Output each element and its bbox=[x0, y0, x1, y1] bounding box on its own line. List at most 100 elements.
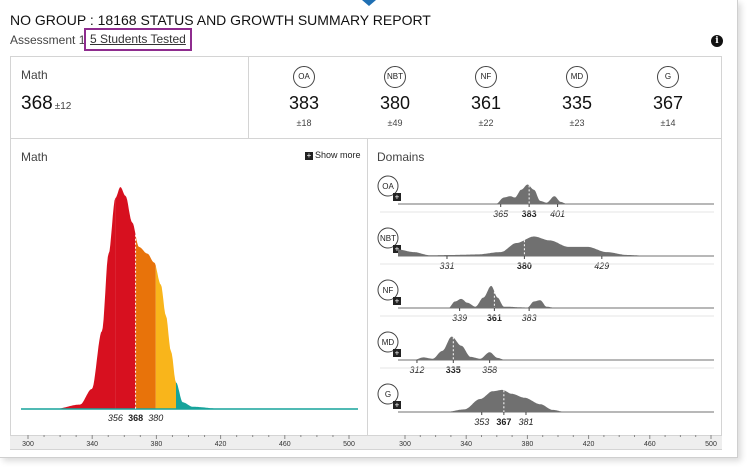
scale-bar bbox=[10, 435, 722, 449]
domains-axis-label: 340 bbox=[460, 441, 472, 448]
domain-score-label: 367 bbox=[496, 417, 511, 427]
domain-badge: G bbox=[657, 66, 679, 88]
domains-chart-label: Domains bbox=[377, 150, 425, 164]
collapse-caret-icon[interactable] bbox=[362, 0, 376, 6]
domain-card-oa[interactable]: OA 383 ±18 bbox=[259, 57, 349, 138]
overall-score: 368 ±12 bbox=[21, 93, 71, 115]
domain-error: ±49 bbox=[387, 118, 403, 128]
domains-axis-label: 420 bbox=[583, 441, 595, 448]
domain-score: 367 bbox=[652, 93, 684, 113]
domain-density-nf bbox=[398, 285, 714, 308]
domain-error: ±18 bbox=[296, 118, 312, 128]
domain-card-nbt[interactable]: NBT 380 ±49 bbox=[350, 57, 440, 138]
domain-score-label: 335 bbox=[446, 365, 461, 375]
domains-axis-label: 300 bbox=[399, 441, 411, 448]
overall-score-card: Math 368 ±12 bbox=[11, 57, 249, 138]
page-title: NO GROUP : 18168 STATUS AND GROWTH SUMMA… bbox=[10, 12, 431, 28]
math-distribution-chart: 356 368 380 bbox=[21, 187, 358, 423]
math-axis-label: 380 bbox=[151, 441, 163, 448]
math-axis-label: 500 bbox=[343, 441, 355, 448]
math-density-band-0 bbox=[21, 198, 116, 409]
domain-score-label: 339 bbox=[452, 313, 467, 323]
expand-icon-plus: + bbox=[395, 401, 400, 410]
domain-score-label: 365 bbox=[493, 209, 509, 219]
expand-icon[interactable] bbox=[393, 297, 401, 305]
domain-chart-badge-label: G bbox=[385, 390, 391, 399]
expand-icon-plus: + bbox=[395, 349, 400, 358]
math-density-band-2 bbox=[135, 234, 156, 409]
expand-icon-plus: + bbox=[395, 245, 400, 254]
domain-score: 380 bbox=[379, 93, 411, 113]
domain-chart-badge-label: NF bbox=[383, 286, 394, 295]
math-marker-label: 380 bbox=[148, 413, 163, 423]
domains-axis-label: 500 bbox=[705, 441, 717, 448]
show-more-button[interactable]: + Show more bbox=[305, 150, 361, 160]
overall-subject-label: Math bbox=[21, 68, 48, 82]
domain-chart-badge[interactable] bbox=[377, 331, 399, 353]
domain-error: ±22 bbox=[478, 118, 494, 128]
domain-badge: OA bbox=[293, 66, 315, 88]
assessment-label: Assessment 1 bbox=[10, 33, 86, 47]
expand-icon[interactable] bbox=[393, 401, 401, 409]
domain-density-md bbox=[398, 336, 714, 360]
expand-icon-plus: + bbox=[395, 297, 400, 306]
domain-score: 361 bbox=[470, 93, 502, 113]
math-marker-label: 356 bbox=[108, 413, 123, 423]
domain-score-label: 401 bbox=[550, 209, 565, 219]
domains-axis-label: 460 bbox=[644, 441, 656, 448]
domain-chart-badge[interactable] bbox=[377, 175, 399, 197]
domain-score-label: 353 bbox=[474, 417, 489, 427]
domain-chart-badge-label: MD bbox=[382, 338, 395, 347]
domain-score-label: 383 bbox=[522, 209, 537, 219]
math-axis-label: 460 bbox=[279, 441, 291, 448]
domain-chart-badge[interactable] bbox=[377, 279, 399, 301]
overall-score-value: 368 bbox=[21, 93, 53, 114]
math-density-band-1 bbox=[115, 187, 136, 409]
overall-score-error: ±12 bbox=[54, 101, 72, 112]
domain-card-nf[interactable]: NF 361 ±22 bbox=[441, 57, 531, 138]
expand-icon[interactable] bbox=[393, 245, 401, 253]
show-more-label: Show more bbox=[315, 150, 361, 160]
domain-score-label: 381 bbox=[518, 417, 533, 427]
domain-chart-badge[interactable] bbox=[377, 227, 399, 249]
domain-density-g bbox=[398, 389, 714, 412]
students-tested-link[interactable]: 5 Students Tested bbox=[84, 28, 192, 51]
domain-badge: NBT bbox=[384, 66, 406, 88]
domain-card-md[interactable]: MD 335 ±23 bbox=[532, 57, 622, 138]
plus-icon: + bbox=[305, 150, 313, 160]
domain-chart-badge-label: NBT bbox=[380, 234, 396, 243]
math-distribution-panel: Math + Show more 356 368 380 bbox=[11, 139, 368, 449]
summary-panel: Math 368 ±12 OA 383 ±18 NBT 380 ±49 NF 36… bbox=[10, 56, 722, 450]
domain-error: ±14 bbox=[660, 118, 676, 128]
math-axis-label: 420 bbox=[215, 441, 227, 448]
domain-card-g[interactable]: G 367 ±14 bbox=[623, 57, 713, 138]
domain-score-label: 361 bbox=[487, 313, 502, 323]
expand-icon-plus: + bbox=[395, 193, 400, 202]
math-density-band-3 bbox=[155, 265, 176, 409]
domain-score-label: 380 bbox=[517, 261, 532, 271]
math-axis-label: 300 bbox=[22, 441, 34, 448]
domains-panel: Domains OA +365 383 401 NBT +331 380 429 NF +339 3… bbox=[368, 139, 721, 449]
domain-density-oa bbox=[398, 184, 714, 204]
math-chart-label: Math bbox=[21, 150, 48, 164]
domain-score: 335 bbox=[561, 93, 593, 113]
math-density-band-4 bbox=[176, 382, 358, 409]
domain-chart-badge-label: OA bbox=[382, 182, 394, 191]
domain-score-label: 312 bbox=[409, 365, 424, 375]
domain-density-nbt bbox=[398, 236, 714, 256]
info-icon[interactable]: i bbox=[711, 35, 723, 47]
scale-axis: 300 340 380 420 460 500 300 340 380 420 460 500 bbox=[22, 435, 717, 448]
math-marker-label: 368 bbox=[128, 413, 143, 423]
domain-error: ±23 bbox=[569, 118, 585, 128]
domain-score: 383 bbox=[288, 93, 320, 113]
domain-chart-badge[interactable] bbox=[377, 383, 399, 405]
domain-score-label: 358 bbox=[482, 365, 497, 375]
summary-row: Math 368 ±12 OA 383 ±18 NBT 380 ±49 NF 36… bbox=[11, 57, 721, 139]
domain-badge: MD bbox=[566, 66, 588, 88]
domain-score-label: 383 bbox=[522, 313, 537, 323]
domain-badge: NF bbox=[475, 66, 497, 88]
expand-icon[interactable] bbox=[393, 193, 401, 201]
expand-icon[interactable] bbox=[393, 349, 401, 357]
math-axis-label: 340 bbox=[86, 441, 98, 448]
